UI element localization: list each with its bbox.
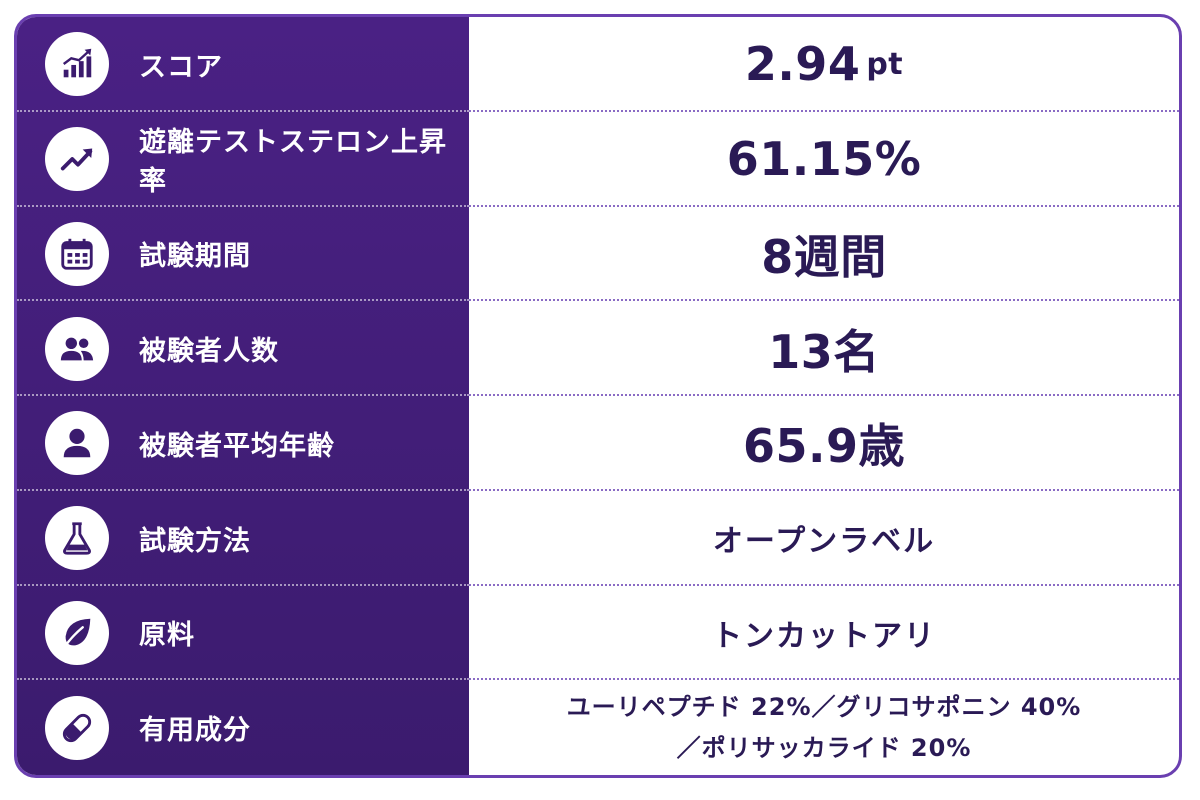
value-score: 2.94: [744, 37, 861, 92]
trending-up-icon: [45, 127, 109, 192]
value-row-age: 65.9歳: [469, 396, 1179, 491]
label-row-score: スコア: [17, 17, 469, 112]
label-average-age: 被験者平均年齢: [139, 430, 335, 462]
value-row-ingredient: トンカットアリ: [469, 586, 1179, 681]
value-active-ingredients: ユーリペプチド 22%／グリコサポニン 40% ／ポリサッカライド 20%: [567, 687, 1082, 769]
spec-card: スコア 遊離テストステロン上昇率: [14, 14, 1182, 778]
label-row-age: 被験者平均年齢: [17, 396, 469, 491]
label-subject-count: 被験者人数: [139, 336, 279, 368]
label-period: 試験期間: [139, 241, 251, 273]
label-row-ingredient: 原料: [17, 586, 469, 681]
capsule-icon: [45, 695, 109, 760]
value-period: 8週間: [761, 229, 887, 284]
label-column: スコア 遊離テストステロン上昇率: [17, 17, 469, 775]
label-method: 試験方法: [139, 525, 251, 557]
person-icon: [45, 411, 109, 476]
label-row-components: 有用成分: [17, 680, 469, 775]
label-testosterone-rate: 遊離テストステロン上昇率: [139, 127, 447, 198]
people-group-icon: [45, 316, 109, 381]
label-score: スコア: [139, 51, 223, 83]
value-testosterone-rate: 61.15%: [726, 132, 922, 187]
value-average-age: 65.9歳: [743, 419, 905, 474]
flask-icon: [45, 506, 109, 571]
value-row-method: オープンラベル: [469, 491, 1179, 586]
label-row-method: 試験方法: [17, 491, 469, 586]
value-method: オープンラベル: [712, 524, 936, 560]
calendar-icon: [45, 221, 109, 286]
value-raw-material: トンカットアリ: [712, 618, 936, 654]
bar-chart-trend-icon: [45, 32, 109, 97]
value-score-unit: pt: [866, 46, 904, 82]
value-active-ingredients-line2: ／ポリサッカライド 20%: [676, 733, 972, 762]
value-row-components: ユーリペプチド 22%／グリコサポニン 40% ／ポリサッカライド 20%: [469, 680, 1179, 775]
label-row-subjects: 被験者人数: [17, 301, 469, 396]
value-subject-count: 13名: [768, 324, 880, 379]
label-row-period: 試験期間: [17, 207, 469, 302]
value-row-testosterone: 61.15%: [469, 112, 1179, 207]
label-raw-material: 原料: [139, 620, 195, 652]
label-row-testosterone: 遊離テストステロン上昇率: [17, 112, 469, 207]
value-active-ingredients-line1: ユーリペプチド 22%／グリコサポニン 40%: [566, 692, 1082, 721]
value-row-subjects: 13名: [469, 301, 1179, 396]
label-active-ingredients: 有用成分: [139, 715, 251, 747]
leaf-icon: [45, 600, 109, 665]
value-row-period: 8週間: [469, 207, 1179, 302]
value-row-score: 2.94 pt: [469, 17, 1179, 112]
value-column: 2.94 pt 61.15% 8週間 13名 65.9歳 オープンラベル トンカ…: [469, 17, 1179, 775]
